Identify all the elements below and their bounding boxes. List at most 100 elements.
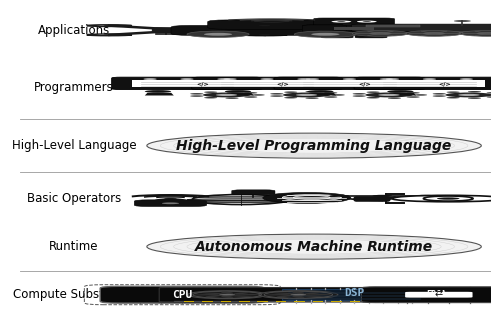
Circle shape <box>307 90 334 93</box>
Circle shape <box>270 93 283 95</box>
Circle shape <box>284 91 297 93</box>
Circle shape <box>357 21 377 23</box>
Text: Runtime: Runtime <box>49 240 99 253</box>
FancyBboxPatch shape <box>354 77 492 89</box>
Circle shape <box>460 30 492 36</box>
Circle shape <box>387 90 414 93</box>
Polygon shape <box>387 93 416 96</box>
FancyBboxPatch shape <box>302 25 346 32</box>
Circle shape <box>353 95 366 97</box>
Circle shape <box>259 25 270 26</box>
Text: High-Level Programming Language: High-Level Programming Language <box>177 139 452 153</box>
Circle shape <box>144 78 156 80</box>
FancyBboxPatch shape <box>112 77 262 89</box>
Text: </>: </> <box>277 81 289 86</box>
Text: Compute Substrates: Compute Substrates <box>13 288 135 301</box>
Circle shape <box>476 32 492 35</box>
Circle shape <box>432 95 446 97</box>
FancyBboxPatch shape <box>208 20 336 29</box>
Ellipse shape <box>147 234 481 259</box>
Circle shape <box>432 93 446 95</box>
Circle shape <box>270 95 283 97</box>
Bar <box>123 95 218 96</box>
Bar <box>175 301 364 302</box>
Bar <box>202 301 213 302</box>
Text: </>: </> <box>359 81 371 86</box>
FancyBboxPatch shape <box>192 77 342 89</box>
Circle shape <box>251 94 265 96</box>
Text: CPU: CPU <box>172 290 192 300</box>
Circle shape <box>283 93 330 98</box>
Circle shape <box>468 91 481 92</box>
Text: High-Level Language: High-Level Language <box>12 139 136 152</box>
Bar <box>239 301 249 302</box>
FancyBboxPatch shape <box>321 31 353 38</box>
FancyBboxPatch shape <box>232 190 275 195</box>
Circle shape <box>369 32 392 35</box>
Circle shape <box>294 31 356 38</box>
Ellipse shape <box>273 293 296 294</box>
Polygon shape <box>225 93 254 96</box>
Circle shape <box>332 21 351 23</box>
Circle shape <box>244 92 257 94</box>
Ellipse shape <box>205 295 221 297</box>
Circle shape <box>388 91 401 92</box>
Circle shape <box>337 21 345 22</box>
Bar <box>350 301 360 302</box>
Bar <box>374 80 485 87</box>
FancyBboxPatch shape <box>274 77 425 89</box>
Circle shape <box>190 95 203 97</box>
Circle shape <box>223 78 237 80</box>
Bar <box>276 301 286 302</box>
Ellipse shape <box>147 133 481 158</box>
Bar <box>294 301 305 302</box>
FancyBboxPatch shape <box>362 287 492 303</box>
Circle shape <box>414 94 427 96</box>
FancyBboxPatch shape <box>376 25 420 32</box>
Text: </>: </> <box>439 81 452 86</box>
FancyBboxPatch shape <box>351 24 492 31</box>
Ellipse shape <box>221 291 233 294</box>
Text: Applications: Applications <box>38 24 110 37</box>
Circle shape <box>324 96 338 98</box>
Circle shape <box>187 31 249 38</box>
Circle shape <box>363 21 371 22</box>
FancyBboxPatch shape <box>355 31 387 38</box>
Circle shape <box>181 78 193 80</box>
Text: Autonomous Machine Runtime: Autonomous Machine Runtime <box>195 240 433 254</box>
Bar <box>343 25 366 26</box>
Circle shape <box>353 93 366 95</box>
Bar <box>331 301 342 302</box>
Ellipse shape <box>277 295 292 297</box>
Circle shape <box>375 200 390 201</box>
Ellipse shape <box>233 292 249 295</box>
Circle shape <box>164 198 177 199</box>
Ellipse shape <box>263 192 351 203</box>
Bar <box>132 80 243 87</box>
Circle shape <box>296 94 317 96</box>
Ellipse shape <box>305 292 320 295</box>
Text: ⇄: ⇄ <box>435 289 443 299</box>
Bar <box>281 289 427 300</box>
FancyBboxPatch shape <box>152 28 222 33</box>
Circle shape <box>324 92 338 94</box>
Circle shape <box>259 291 338 299</box>
Bar <box>212 80 322 87</box>
Circle shape <box>380 78 393 80</box>
Circle shape <box>187 291 267 299</box>
Circle shape <box>468 98 481 99</box>
Circle shape <box>217 78 230 80</box>
FancyBboxPatch shape <box>100 286 264 303</box>
Circle shape <box>259 34 270 35</box>
Polygon shape <box>307 93 336 96</box>
Circle shape <box>145 90 171 93</box>
Circle shape <box>458 94 480 96</box>
Ellipse shape <box>234 294 260 295</box>
Circle shape <box>423 32 445 35</box>
Circle shape <box>219 294 235 295</box>
Text: </>: </> <box>196 81 209 86</box>
Circle shape <box>216 94 237 96</box>
Circle shape <box>447 91 460 93</box>
FancyBboxPatch shape <box>134 200 207 206</box>
Circle shape <box>415 199 435 202</box>
